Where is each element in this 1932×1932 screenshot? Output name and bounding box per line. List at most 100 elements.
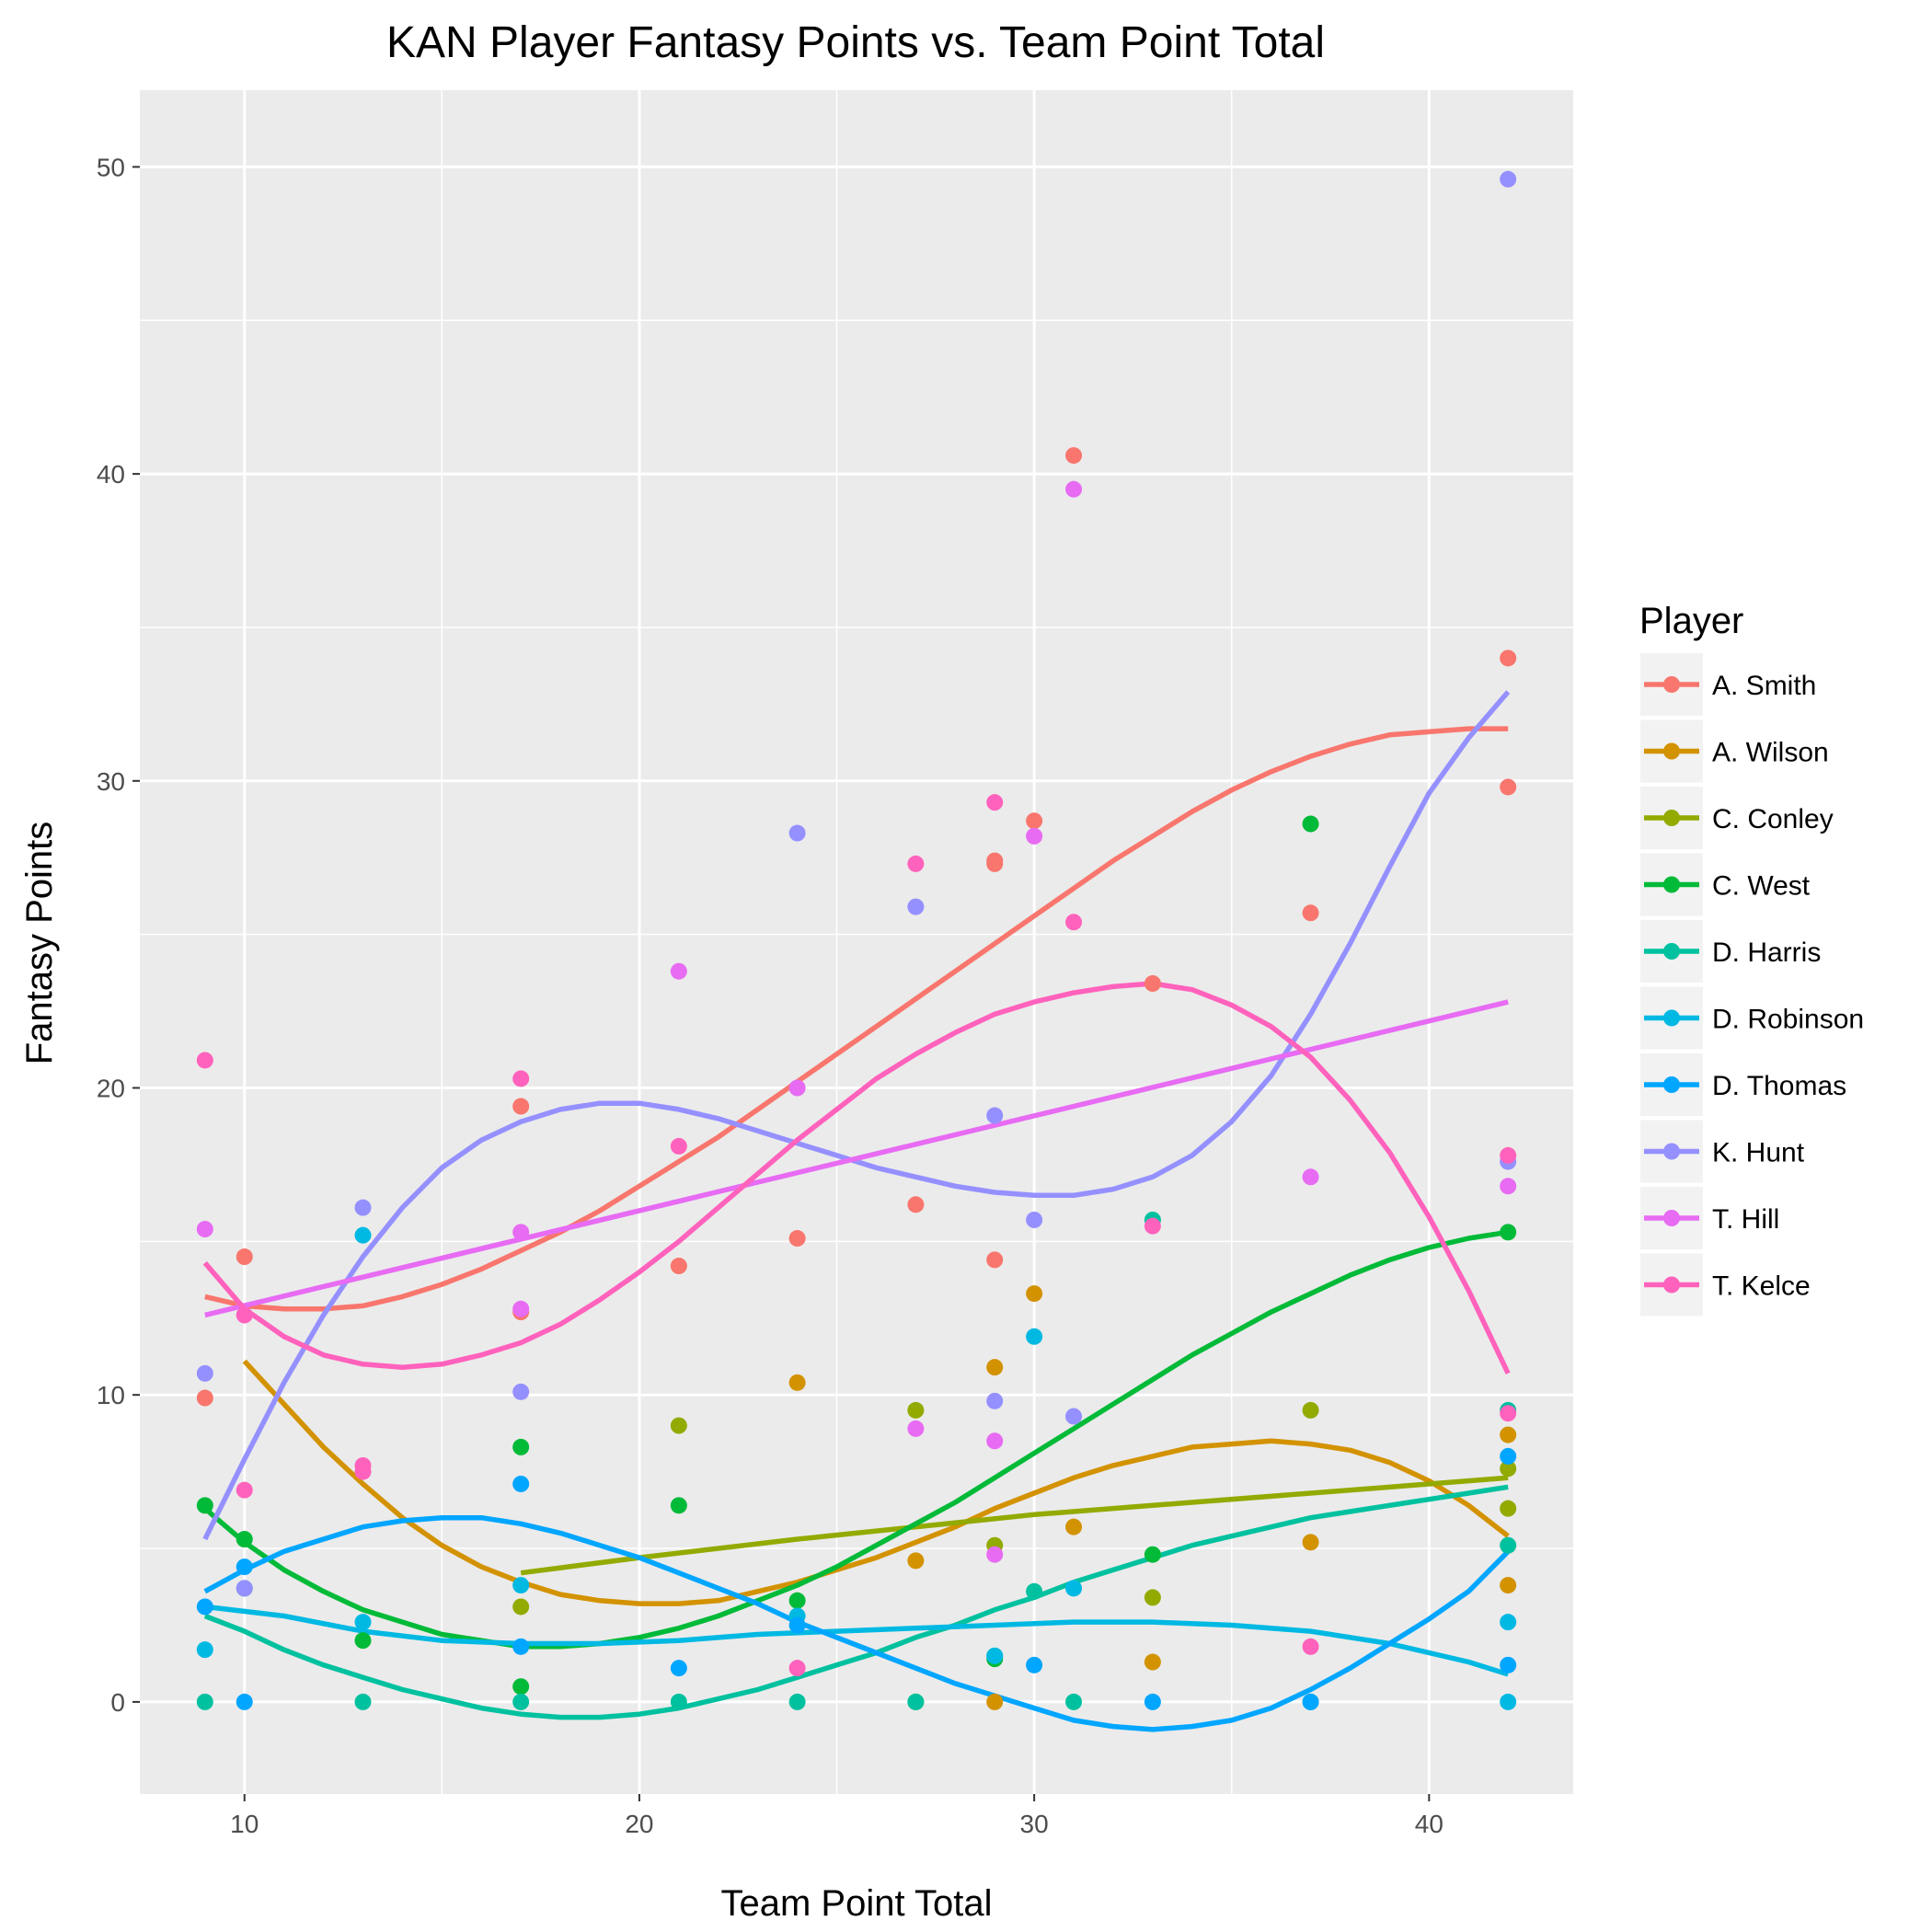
- point-d-thomas: [1144, 1694, 1161, 1710]
- legend-point-t-kelce: [1663, 1277, 1680, 1294]
- point-c-conley: [1144, 1589, 1161, 1605]
- point-d-thomas: [1303, 1694, 1319, 1710]
- point-a-smith: [789, 1230, 806, 1247]
- point-t-hill: [512, 1224, 529, 1240]
- legend-point-d-thomas: [1663, 1076, 1680, 1093]
- point-t-kelce: [1500, 1405, 1516, 1421]
- point-a-wilson: [1500, 1427, 1516, 1443]
- point-a-wilson: [1026, 1285, 1042, 1302]
- point-c-west: [1303, 816, 1319, 833]
- point-k-hunt: [354, 1200, 371, 1216]
- point-d-thomas: [671, 1660, 687, 1676]
- point-t-hill: [789, 1080, 806, 1097]
- legend-label-d-thomas: D. Thomas: [1712, 1071, 1846, 1101]
- point-c-west: [236, 1531, 253, 1547]
- point-d-thomas: [1026, 1657, 1042, 1673]
- point-t-kelce: [1303, 1639, 1319, 1655]
- point-a-smith: [236, 1248, 253, 1265]
- y-tick-label: 40: [97, 460, 125, 489]
- legend-label-d-harris: D. Harris: [1712, 937, 1821, 968]
- point-d-thomas: [512, 1476, 529, 1492]
- point-k-hunt: [197, 1365, 213, 1382]
- point-a-smith: [1026, 812, 1042, 829]
- point-a-wilson: [1303, 1534, 1319, 1550]
- point-a-wilson: [789, 1374, 806, 1391]
- point-t-kelce: [986, 794, 1003, 811]
- legend-title: Player: [1639, 601, 1743, 641]
- point-d-robinson: [354, 1614, 371, 1630]
- y-tick-label: 50: [97, 153, 125, 181]
- point-k-hunt: [986, 1393, 1003, 1409]
- point-a-smith: [1500, 650, 1516, 666]
- legend-point-k-hunt: [1663, 1144, 1680, 1160]
- point-a-wilson: [1144, 1654, 1161, 1671]
- legend-label-c-conley: C. Conley: [1712, 804, 1834, 834]
- point-c-west: [1144, 1547, 1161, 1563]
- point-t-kelce: [512, 1070, 529, 1087]
- point-c-conley: [907, 1402, 924, 1419]
- point-a-smith: [197, 1390, 213, 1407]
- legend-label-d-robinson: D. Robinson: [1712, 1005, 1864, 1035]
- point-t-hill: [197, 1221, 213, 1237]
- point-c-conley: [1303, 1402, 1319, 1419]
- y-tick-label: 30: [97, 767, 125, 796]
- point-t-kelce: [236, 1482, 253, 1499]
- point-d-thomas: [1500, 1448, 1516, 1465]
- legend-point-t-hill: [1663, 1210, 1680, 1226]
- x-tick-label: 20: [625, 1810, 653, 1838]
- point-c-conley: [671, 1418, 687, 1434]
- point-d-harris: [671, 1694, 687, 1710]
- point-c-west: [1500, 1224, 1516, 1240]
- point-d-robinson: [986, 1648, 1003, 1664]
- point-d-robinson: [1065, 1580, 1082, 1596]
- point-k-hunt: [236, 1580, 253, 1596]
- point-t-kelce: [671, 1138, 687, 1155]
- point-a-smith: [1144, 975, 1161, 992]
- point-a-smith: [1500, 778, 1516, 795]
- legend-label-k-hunt: K. Hunt: [1712, 1138, 1805, 1168]
- point-c-west: [354, 1632, 371, 1649]
- legend-label-t-kelce: T. Kelce: [1712, 1271, 1811, 1302]
- point-k-hunt: [907, 899, 924, 915]
- legend: Player A. SmithA. WilsonC. ConleyC. West…: [1639, 601, 1864, 1317]
- point-k-hunt: [1500, 171, 1516, 188]
- point-d-harris: [354, 1694, 371, 1710]
- point-d-harris: [1065, 1694, 1082, 1710]
- x-axis-ticks: 10 20 30 40: [230, 1794, 1443, 1838]
- point-t-hill: [512, 1301, 529, 1317]
- point-a-wilson: [907, 1552, 924, 1569]
- point-d-robinson: [354, 1227, 371, 1244]
- point-a-wilson: [986, 1694, 1003, 1710]
- point-d-harris: [789, 1694, 806, 1710]
- point-t-hill: [1303, 1168, 1319, 1185]
- point-a-smith: [986, 1251, 1003, 1268]
- point-c-west: [671, 1497, 687, 1513]
- point-a-smith: [512, 1098, 529, 1115]
- point-k-hunt: [1026, 1212, 1042, 1228]
- point-d-robinson: [1500, 1614, 1516, 1630]
- point-d-harris: [907, 1694, 924, 1710]
- y-tick-label: 20: [97, 1075, 125, 1103]
- point-a-wilson: [986, 1359, 1003, 1375]
- point-t-kelce: [236, 1306, 253, 1323]
- point-d-thomas: [512, 1639, 529, 1655]
- y-axis-title: Fantasy Points: [19, 822, 60, 1065]
- legend-label-a-smith: A. Smith: [1712, 671, 1816, 701]
- point-d-harris: [512, 1694, 529, 1710]
- point-d-harris: [197, 1694, 213, 1710]
- point-a-wilson: [1500, 1577, 1516, 1593]
- point-a-wilson: [1065, 1519, 1082, 1535]
- legend-label-a-wilson: A. Wilson: [1712, 738, 1829, 768]
- point-k-hunt: [789, 825, 806, 842]
- point-d-harris: [1500, 1537, 1516, 1554]
- point-k-hunt: [1065, 1409, 1082, 1425]
- plot-panel: [140, 90, 1573, 1794]
- point-d-thomas: [1500, 1657, 1516, 1673]
- x-axis-title: Team Point Total: [721, 1883, 993, 1924]
- point-t-hill: [671, 963, 687, 980]
- legend-point-a-smith: [1663, 676, 1680, 693]
- point-t-kelce: [354, 1464, 371, 1480]
- point-c-west: [512, 1439, 529, 1455]
- legend-label-t-hill: T. Hill: [1712, 1204, 1779, 1235]
